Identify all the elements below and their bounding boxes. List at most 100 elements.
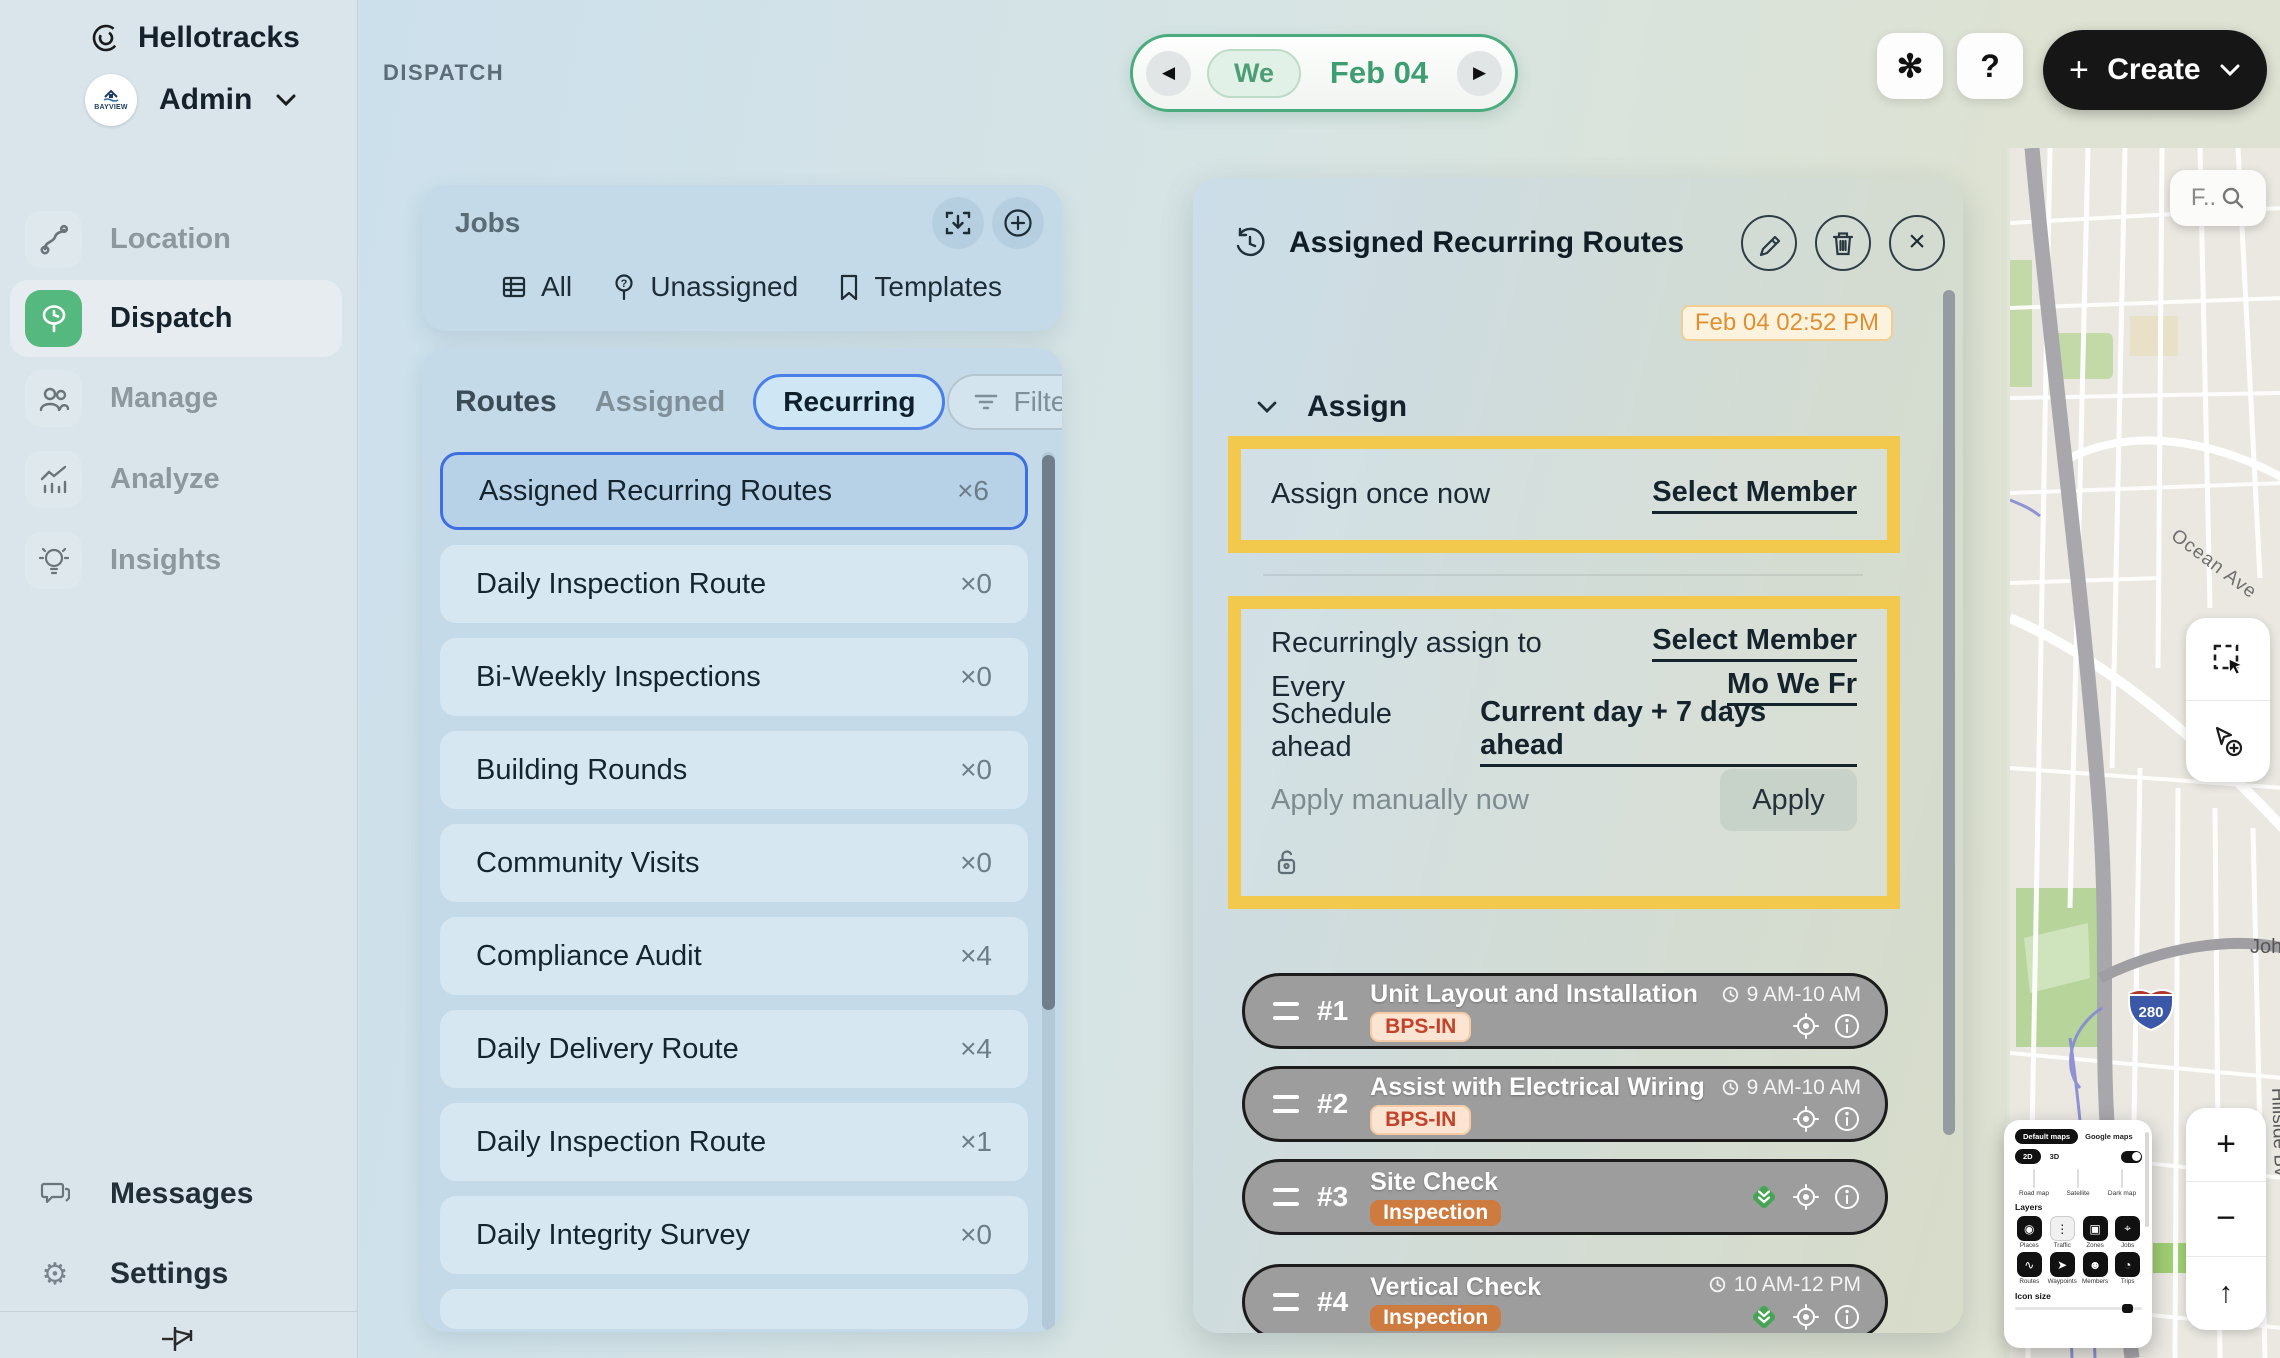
route-item[interactable]: Building Rounds ×0 [440,731,1028,809]
sidebar-item-location[interactable]: Location [10,201,342,278]
svg-text:?: ? [621,278,628,290]
import-jobs-button[interactable] [932,197,984,249]
add-job-button[interactable] [992,197,1044,249]
filter-button[interactable]: Filter [947,374,1062,430]
layers-section-title: Layers [2015,1202,2142,1212]
sidebar-item-analyze[interactable]: Analyze [10,441,342,518]
jobs-view-all[interactable]: All [500,271,572,303]
info-icon[interactable] [1833,1183,1861,1211]
route-item[interactable]: Daily Integrity Survey ×0 [440,1196,1028,1274]
delete-route-button[interactable] [1815,215,1871,271]
job-title: Assist with Electrical Wiring [1370,1073,1705,1102]
priority-icon [1749,1182,1779,1212]
help-button[interactable]: ? [1957,33,2023,99]
drag-handle-icon[interactable] [1273,1188,1299,1206]
pin-sidebar-button[interactable] [158,1322,200,1356]
locate-job-icon[interactable] [1792,1105,1820,1133]
sidebar-item-settings[interactable]: ⚙ Settings [40,1244,228,1304]
jobs-view-unassigned[interactable]: ? Unassigned [611,271,798,303]
openai-icon: ✻ [1897,47,1924,85]
zoom-in-button[interactable]: + [2186,1108,2266,1181]
layer-routes[interactable]: ∿ Routes [2015,1252,2044,1285]
basemap-road[interactable]: Road map [2015,1170,2053,1197]
tab-assigned[interactable]: Assigned [595,386,726,419]
sidebar-item-manage[interactable]: Manage [10,360,342,437]
icon-size-slider[interactable] [2015,1307,2142,1310]
detail-scrollbar-thumb[interactable] [1943,290,1955,1135]
route-item[interactable]: Daily Inspection Route ×0 [440,545,1028,623]
tab-recurring[interactable]: Recurring [753,374,945,430]
locate-job-icon[interactable] [1792,1012,1820,1040]
basemap-dark[interactable]: Dark map [2103,1170,2141,1197]
drag-handle-icon[interactable] [1273,1095,1299,1113]
apply-button[interactable]: Apply [1720,769,1857,831]
jobs-view-templates[interactable]: Templates [837,271,1002,303]
schedule-ahead-value[interactable]: Current day + 7 days ahead [1480,696,1857,767]
unlock-icon[interactable] [1271,847,1857,877]
layer-places[interactable]: ◉ Places [2015,1216,2044,1249]
route-item[interactable]: Community Visits ×0 [440,824,1028,902]
popup-scrollbar[interactable] [2145,1132,2149,1227]
layer-zones[interactable]: ▣ Zones [2081,1216,2110,1249]
filter-icon [973,392,999,412]
job-row[interactable]: #2 Assist with Electrical Wiring BPS-IN … [1242,1066,1888,1142]
routes-scrollbar[interactable] [1042,452,1055,1330]
chevron-down-icon [2219,63,2241,77]
map-toggle[interactable] [2121,1151,2142,1163]
locate-job-icon[interactable] [1792,1303,1820,1331]
sidebar-item-messages[interactable]: Messages [40,1164,253,1224]
route-item[interactable]: Compliance Audit ×4 [440,917,1028,995]
tab-default-maps[interactable]: Default maps [2015,1129,2078,1144]
edit-route-button[interactable] [1741,215,1797,271]
drag-handle-icon[interactable] [1273,1002,1299,1020]
tab-google-maps[interactable]: Google maps [2085,1132,2133,1141]
drag-handle-icon[interactable] [1273,1293,1299,1311]
route-item-partial[interactable] [440,1289,1028,1329]
job-row[interactable]: #1 Unit Layout and Installation BPS-IN 9… [1242,973,1888,1049]
layer-traffic[interactable]: ⋮ Traffic [2048,1216,2077,1249]
slider-thumb[interactable] [2122,1304,2133,1313]
layer-jobs[interactable]: ⌖ Jobs [2113,1216,2142,1249]
hellotracks-logo-icon [90,20,122,56]
job-row[interactable]: #4 Vertical Check Inspection 10 AM-12 PM [1242,1264,1888,1333]
recurring-select-member[interactable]: Select Member [1652,624,1857,662]
sidebar-item-insights[interactable]: Insights [10,522,342,599]
add-waypoint-button[interactable] [2186,701,2270,783]
priority-icon [1749,1302,1779,1332]
layer-trips[interactable]: ◔ Trips [2113,1252,2142,1285]
route-count: ×0 [960,754,992,786]
info-icon[interactable] [1833,1303,1861,1331]
route-item[interactable]: Daily Delivery Route ×4 [440,1010,1028,1088]
account-switcher[interactable]: BAYVIEW Admin [85,74,298,126]
layer-waypoints[interactable]: ➤ Waypoints [2048,1252,2077,1285]
scrollbar-thumb[interactable] [1042,455,1055,1010]
info-icon[interactable] [1833,1105,1861,1133]
timestamp-badge: Feb 04 02:52 PM [1681,305,1893,341]
weekday-badge[interactable]: We [1207,49,1301,98]
prev-day-button[interactable]: ◀ [1146,51,1191,96]
next-day-button[interactable]: ▶ [1457,51,1502,96]
account-name: Admin [159,83,252,117]
layer-members[interactable]: ☻ Members [2081,1252,2110,1285]
tab-3d[interactable]: 3D [2050,1152,2060,1161]
job-row[interactable]: #3 Site Check Inspection [1242,1159,1888,1235]
create-button[interactable]: + Create [2043,30,2267,110]
tab-2d[interactable]: 2D [2015,1149,2041,1164]
marquee-select-button[interactable] [2186,618,2270,700]
close-panel-button[interactable]: × [1889,215,1945,271]
route-item[interactable]: Daily Inspection Route ×1 [440,1103,1028,1181]
compass-button[interactable]: ↑ [2186,1257,2266,1330]
zoom-out-button[interactable]: − [2186,1182,2266,1255]
locate-job-icon[interactable] [1792,1183,1820,1211]
route-item[interactable]: Bi-Weekly Inspections ×0 [440,638,1028,716]
basemap-satellite[interactable]: Satellite [2059,1170,2097,1197]
assign-once-select-member[interactable]: Select Member [1652,476,1857,514]
people-icon [25,370,82,427]
sidebar-item-dispatch[interactable]: Dispatch [10,280,342,357]
current-date[interactable]: Feb 04 [1301,55,1457,91]
assign-section-toggle[interactable]: Assign [1255,390,1407,424]
info-icon[interactable] [1833,1012,1861,1040]
ai-assistant-button[interactable]: ✻ [1877,33,1943,99]
map-search-button[interactable]: F.. [2170,170,2266,226]
route-item[interactable]: Assigned Recurring Routes ×6 [440,452,1028,530]
